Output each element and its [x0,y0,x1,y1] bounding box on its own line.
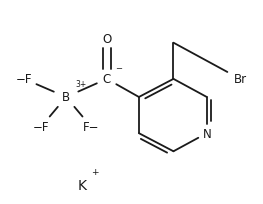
Text: C: C [103,73,111,86]
Text: +: + [92,167,99,176]
Text: Br: Br [234,73,247,86]
Text: −F: −F [33,120,50,133]
Text: F−: F− [83,120,99,133]
Text: K: K [78,178,87,192]
Text: −: − [115,63,122,72]
Text: N: N [203,127,211,140]
Text: O: O [102,32,112,45]
Text: −F: −F [16,73,32,86]
Text: 3+: 3+ [75,80,87,89]
Text: B: B [62,91,70,104]
